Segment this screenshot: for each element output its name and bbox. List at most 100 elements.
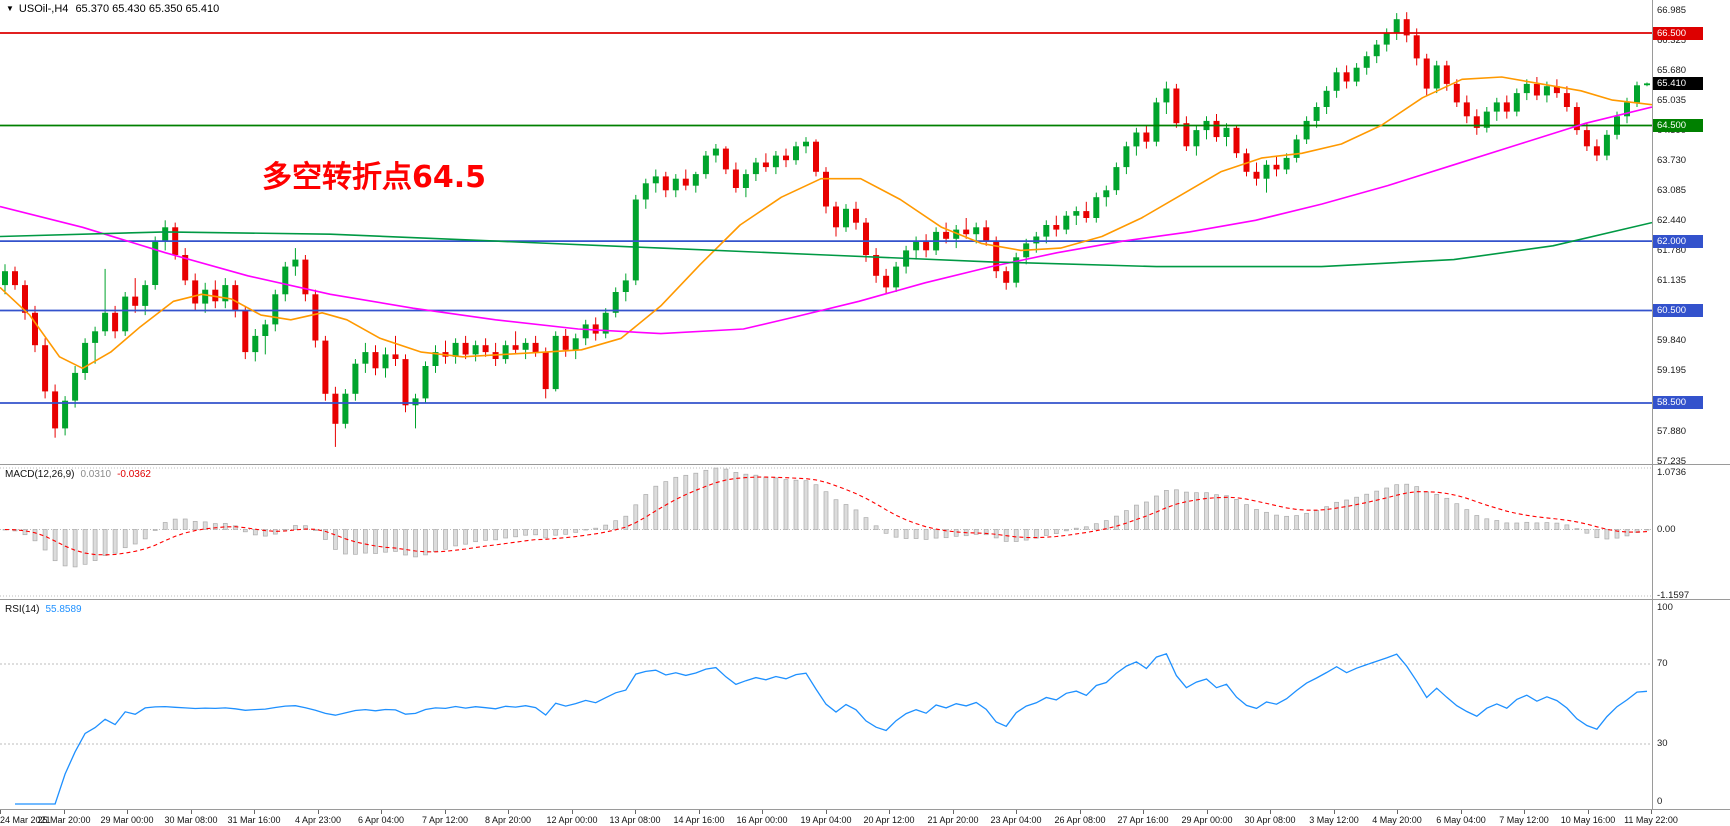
price-axis-label: 63.730 <box>1657 155 1687 166</box>
time-axis-label: 24 Mar 2021 <box>0 815 51 825</box>
time-axis-label: 11 May 22:00 <box>1624 815 1678 825</box>
macd-axis-label: 0.00 <box>1657 524 1676 535</box>
price-axis-label: 66.985 <box>1657 5 1687 16</box>
time-tick <box>127 810 128 814</box>
time-tick <box>0 810 1 814</box>
time-tick <box>762 810 763 814</box>
time-tick <box>1080 810 1081 814</box>
time-tick <box>64 810 65 814</box>
time-axis[interactable]: 24 Mar 2021 25 Mar 20:00 29 Mar 00:00 30 Ma… <box>0 810 1730 826</box>
time-tick <box>1461 810 1462 814</box>
time-axis-label: 10 May 16:00 <box>1560 815 1616 825</box>
time-axis-label: 29 Mar 00:00 <box>100 815 154 825</box>
price-axis-label: 57.235 <box>1657 456 1687 467</box>
price-badge: 64.500 <box>1653 119 1703 132</box>
price-badge: 62.000 <box>1653 235 1703 248</box>
price-badge: 60.500 <box>1653 304 1703 317</box>
time-axis-label: 4 Apr 23:00 <box>294 815 342 825</box>
time-axis-label: 6 Apr 04:00 <box>357 815 405 825</box>
price-axis-label: 57.880 <box>1657 426 1687 437</box>
time-axis-label: 6 May 04:00 <box>1436 815 1486 825</box>
price-axis-label: 61.780 <box>1657 245 1687 256</box>
time-tick <box>318 810 319 814</box>
time-tick <box>1270 810 1271 814</box>
time-axis-label: 14 Apr 16:00 <box>673 815 725 825</box>
price-axis-separator <box>1652 0 1653 809</box>
time-tick <box>1397 810 1398 814</box>
time-axis-label: 3 May 12:00 <box>1309 815 1359 825</box>
price-axis-label: 58.550 <box>1657 395 1687 406</box>
price-axis-label: 66.325 <box>1657 35 1687 46</box>
time-axis-label: 16 Apr 00:00 <box>736 815 788 825</box>
time-axis-label: 8 Apr 20:00 <box>484 815 532 825</box>
macd-axis-label: -1.1597 <box>1657 590 1690 601</box>
time-axis-label: 20 Apr 12:00 <box>863 815 915 825</box>
panel-separator[interactable] <box>0 599 1730 600</box>
rsi-name: RSI(14) <box>5 604 40 615</box>
rsi-axis-label: 30 <box>1657 738 1668 749</box>
macd-axis-label: 1.0736 <box>1657 467 1687 478</box>
macd-signal-value: -0.0362 <box>117 469 151 480</box>
panel-separator[interactable] <box>0 464 1730 465</box>
time-tick <box>381 810 382 814</box>
time-tick <box>635 810 636 814</box>
rsi-indicator-label: RSI(14) 55.8589 <box>5 604 82 615</box>
rsi-axis-label: 100 <box>1657 602 1673 613</box>
symbol-period-label: USOil-,H4 <box>18 3 69 15</box>
time-axis-label: 13 Apr 08:00 <box>609 815 661 825</box>
price-badge: 65.410 <box>1653 77 1703 90</box>
time-axis-label: 19 Apr 04:00 <box>800 815 852 825</box>
price-axis-label: 65.680 <box>1657 65 1687 76</box>
chart-annotation-text: 多空转折点64.5 <box>262 160 487 195</box>
time-tick <box>572 810 573 814</box>
time-tick <box>508 810 509 814</box>
time-axis-label: 30 Mar 08:00 <box>164 815 218 825</box>
price-chart-canvas[interactable] <box>0 0 1652 464</box>
time-axis-label: 31 Mar 16:00 <box>227 815 281 825</box>
time-tick <box>1524 810 1525 814</box>
rsi-axis-label: 0 <box>1657 796 1663 807</box>
chart-title-bar: ▼ USOil-,H4 65.370 65.430 65.350 65.410 <box>6 3 219 15</box>
time-tick <box>1207 810 1208 814</box>
time-axis-label: 27 Apr 16:00 <box>1117 815 1169 825</box>
time-tick <box>889 810 890 814</box>
macd-canvas[interactable] <box>0 465 1652 599</box>
rsi-value: 55.8589 <box>45 604 82 615</box>
time-axis-label: 23 Apr 04:00 <box>990 815 1042 825</box>
price-axis-label: 59.840 <box>1657 335 1687 346</box>
time-axis-label: 26 Apr 08:00 <box>1054 815 1106 825</box>
time-tick <box>1016 810 1017 814</box>
macd-name: MACD(12,26,9) <box>5 469 75 480</box>
time-tick <box>191 810 192 814</box>
macd-main-value: 0.0310 <box>80 469 112 480</box>
time-tick <box>699 810 700 814</box>
time-tick <box>1588 810 1589 814</box>
time-axis-label: 25 Mar 20:00 <box>37 815 91 825</box>
price-axis-label: 61.135 <box>1657 275 1687 286</box>
time-tick <box>953 810 954 814</box>
time-axis-label: 30 Apr 08:00 <box>1244 815 1296 825</box>
price-axis-label: 64.390 <box>1657 125 1687 136</box>
time-axis-label: 7 May 12:00 <box>1499 815 1549 825</box>
price-axis-label: 62.440 <box>1657 215 1687 226</box>
price-axis-label: 59.195 <box>1657 365 1687 376</box>
collapse-triangle-icon[interactable]: ▼ <box>6 4 14 13</box>
time-tick <box>445 810 446 814</box>
time-tick <box>1651 810 1652 814</box>
price-badge: 58.500 <box>1653 396 1703 409</box>
macd-indicator-label: MACD(12,26,9) 0.0310 -0.0362 <box>5 469 151 480</box>
time-tick <box>826 810 827 814</box>
time-tick <box>1334 810 1335 814</box>
panel-separator[interactable] <box>0 809 1730 810</box>
ohlc-values: 65.370 65.430 65.350 65.410 <box>75 3 220 15</box>
time-axis-label: 21 Apr 20:00 <box>927 815 979 825</box>
time-tick <box>254 810 255 814</box>
rsi-axis-label: 70 <box>1657 658 1668 669</box>
rsi-canvas[interactable] <box>0 600 1652 809</box>
time-axis-label: 12 Apr 00:00 <box>546 815 598 825</box>
price-badge: 66.500 <box>1653 27 1703 40</box>
price-axis-label: 65.035 <box>1657 95 1687 106</box>
time-axis-label: 29 Apr 00:00 <box>1181 815 1233 825</box>
time-tick <box>1143 810 1144 814</box>
